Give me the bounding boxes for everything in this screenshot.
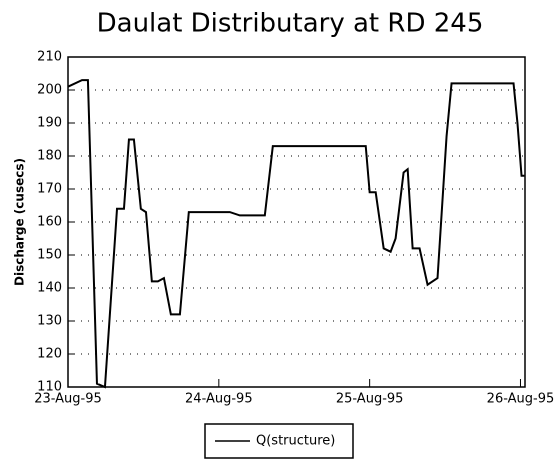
x-tick-label: 24-Aug-95 [185, 392, 253, 407]
y-tick-label: 160 [37, 215, 62, 230]
y-tick-label: 210 [37, 50, 62, 65]
y-tick-label: 120 [37, 347, 62, 362]
chart-title: Daulat Distributary at RD 245 [97, 9, 484, 39]
y-tick-label: 200 [37, 83, 62, 98]
y-tick-label: 130 [37, 314, 62, 329]
y-tick-label: 170 [37, 182, 62, 197]
legend [204, 423, 354, 459]
data-line [67, 79, 525, 389]
x-tick-label: 23-Aug-95 [34, 392, 102, 407]
y-axis-label: Discharge (cusecs) [13, 158, 27, 286]
y-tick-label: 110 [37, 380, 62, 395]
y-tick-label: 150 [37, 248, 62, 263]
y-tick-label: 140 [37, 281, 62, 296]
y-tick-label: 180 [37, 149, 62, 164]
x-tick-label: 26-Aug-95 [487, 392, 555, 407]
plot-frame [67, 56, 526, 388]
y-tick-label: 190 [37, 116, 62, 131]
legend-label: Q(structure) [256, 434, 335, 449]
x-tick-label: 25-Aug-95 [336, 392, 404, 407]
